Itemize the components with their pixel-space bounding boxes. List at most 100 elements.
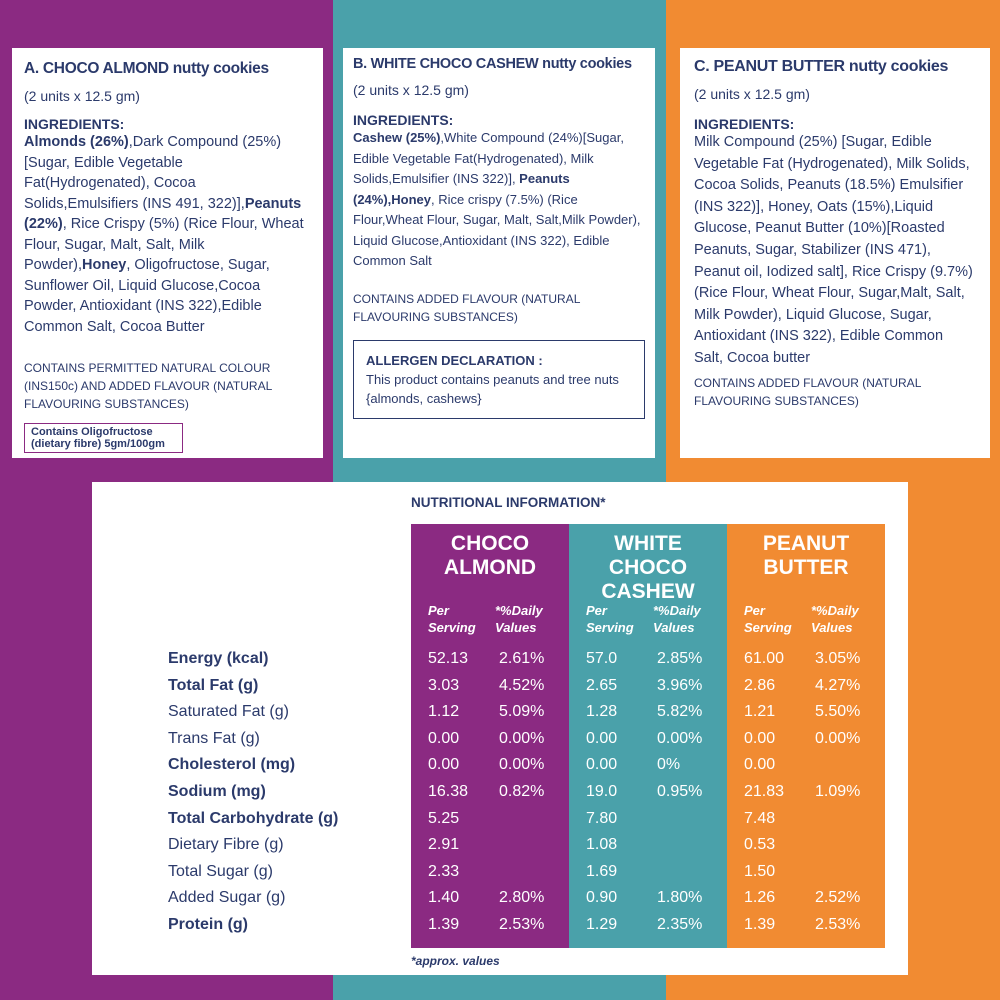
column: CHOCO ALMOND Per Serving *%Daily Values 52.… (411, 524, 569, 948)
per-serving-value: 1.39 (428, 916, 460, 933)
daily-value: 5.50% (815, 703, 861, 721)
daily-value: 5.82% (657, 703, 703, 721)
daily-value: 2.85% (657, 650, 703, 667)
ingredient-text: , Rice Crispy (5%) (Rice Flour, Wheat Fl… (24, 216, 304, 273)
card: B. WHITE CHOCO CASHEW nutty cookies (2 u… (343, 48, 655, 458)
per-serving-value: 7.48 (744, 809, 776, 827)
per-serving-value: 2.65 (586, 676, 618, 694)
row-label: Dietary Fibre (g) (168, 836, 284, 854)
per-serving-value: 61.00 (744, 650, 785, 667)
row-label: Added Sugar (g) (168, 889, 286, 907)
per-serving-value: 1.39 (744, 916, 776, 933)
daily-value: 4.52% (499, 676, 545, 694)
ingredient-text: , Rice crispy (7.5%) (Rice Flour,Wheat F… (353, 191, 641, 269)
daily-value: 2.35% (657, 916, 703, 933)
ingredients: Almonds (26%),Dark Compound (25%)[Sugar,… (24, 132, 311, 337)
per-serving-header: Per Serving (586, 603, 634, 635)
per-serving-value: 1.21 (744, 703, 776, 721)
column: PEANUT BUTTER Per Serving *%Daily Values 61… (727, 524, 885, 948)
daily-value: 5.09% (499, 703, 545, 721)
daily-header: *%Daily Values (653, 603, 701, 635)
per-serving-value: 19.0 (586, 783, 618, 800)
daily-value: 2.52% (815, 889, 861, 907)
allergen-box: ALLERGEN DECLARATION : This product cont… (353, 339, 645, 419)
ingredient-text: Cashew (25%) (353, 130, 441, 145)
note: CONTAINS PERMITTED NATURAL COLOUR (INS15… (24, 361, 272, 411)
per-serving-value: 0.00 (744, 729, 776, 747)
per-serving-value: 21.83 (744, 783, 785, 800)
per-serving-value: 0.00 (586, 729, 618, 747)
per-serving-header: Per Serving (744, 603, 792, 635)
card-subtitle: (2 units x 12.5 gm) (694, 86, 810, 102)
daily-header: *%Daily Values (495, 603, 543, 635)
ingredients-heading: INGREDIENTS: (24, 116, 125, 132)
ingredients-heading: INGREDIENTS: (353, 112, 454, 128)
ingredient-text: Almonds (26%) (24, 134, 129, 150)
per-serving-value: 2.86 (744, 676, 776, 694)
daily-value: 4.27% (815, 676, 861, 694)
per-serving-value: 1.50 (744, 862, 776, 880)
note: CONTAINS ADDED FLAVOUR (NATURAL FLAVOURI… (694, 375, 921, 408)
daily-value: 2.53% (815, 916, 861, 933)
ingredient-text: ,Dark Compound (25%)[Sugar, Edible Veget… (24, 134, 282, 212)
allergen-text: This product contains peanuts and tree n… (366, 371, 619, 406)
per-serving-value: 0.00 (744, 756, 776, 774)
per-serving-value: 1.28 (586, 703, 618, 721)
daily-value: 1.09% (815, 783, 861, 800)
daily-value: 0% (657, 756, 681, 774)
ingredient-text: Honey (82, 257, 127, 273)
per-serving-value: 1.69 (586, 862, 618, 880)
column-name: PEANUT BUTTER (762, 532, 850, 579)
column-name: CHOCO ALMOND (443, 532, 537, 579)
card-subtitle: (2 units x 12.5 gm) (24, 88, 140, 104)
per-serving-header: Per Serving (428, 603, 476, 635)
per-serving-value: 0.53 (744, 836, 776, 854)
ingredients-heading: INGREDIENTS: (694, 116, 795, 132)
row-label: Protein (g) (168, 916, 248, 933)
footnote: *approx. values (411, 954, 500, 968)
per-serving-value: 1.08 (586, 836, 618, 854)
nutrition-panel: NUTRITIONAL INFORMATION* *approx. values… (92, 482, 908, 975)
per-serving-value: 3.03 (428, 676, 460, 694)
per-serving-value: 52.13 (428, 650, 469, 667)
per-serving-value: 1.26 (744, 889, 776, 907)
per-serving-value: 16.38 (428, 783, 469, 800)
card: C. PEANUT BUTTER nutty cookies (2 units … (680, 48, 990, 458)
daily-value: 0.00% (815, 729, 861, 747)
nutrition-title: NUTRITIONAL INFORMATION* (411, 495, 606, 510)
per-serving-value: 1.40 (428, 889, 460, 907)
per-serving-value: 2.91 (428, 836, 460, 854)
per-serving-value: 0.00 (586, 756, 618, 774)
ingredients: Milk Compound (25%) [Sugar, Edible Veget… (694, 132, 976, 370)
per-serving-value: 0.00 (428, 756, 460, 774)
daily-value: 3.96% (657, 676, 703, 694)
per-serving-value: 7.80 (586, 809, 618, 827)
card: A. CHOCO ALMOND nutty cookies (2 units x… (12, 48, 323, 458)
ingredient-text: Peanuts (24%),Honey (353, 171, 570, 207)
row-label: Cholesterol (mg) (168, 756, 296, 774)
per-serving-value: 1.12 (428, 703, 460, 721)
column-name: WHITE CHOCO CASHEW (601, 532, 695, 603)
card-title: A. CHOCO ALMOND nutty cookies (24, 60, 269, 77)
daily-value: 0.95% (657, 783, 703, 800)
daily-value: 2.80% (499, 889, 545, 907)
ingredients: Cashew (25%),White Compound (24%)[Sugar,… (353, 128, 645, 272)
row-label: Total Carbohydrate (g) (168, 809, 339, 827)
daily-value: 0.82% (499, 783, 545, 800)
card-subtitle: (2 units x 12.5 gm) (353, 82, 469, 98)
row-label: Sodium (mg) (168, 783, 266, 800)
ingredient-text: Peanuts (22%) (24, 195, 302, 233)
allergen-heading: ALLERGEN DECLARATION : (366, 352, 543, 368)
per-serving-value: 57.0 (586, 650, 618, 667)
daily-header: *%Daily Values (811, 603, 859, 635)
daily-value: 2.53% (499, 916, 545, 933)
daily-value: 1.80% (657, 889, 703, 907)
per-serving-value: 2.33 (428, 862, 460, 880)
row-label: Trans Fat (g) (168, 729, 260, 747)
per-serving-value: 0.00 (428, 729, 460, 747)
row-label: Total Fat (g) (168, 676, 259, 694)
per-serving-value: 5.25 (428, 809, 460, 827)
per-serving-value: 1.29 (586, 916, 618, 933)
ingredient-text: ,White Compound (24%)[Sugar, Edible Vege… (353, 130, 624, 186)
